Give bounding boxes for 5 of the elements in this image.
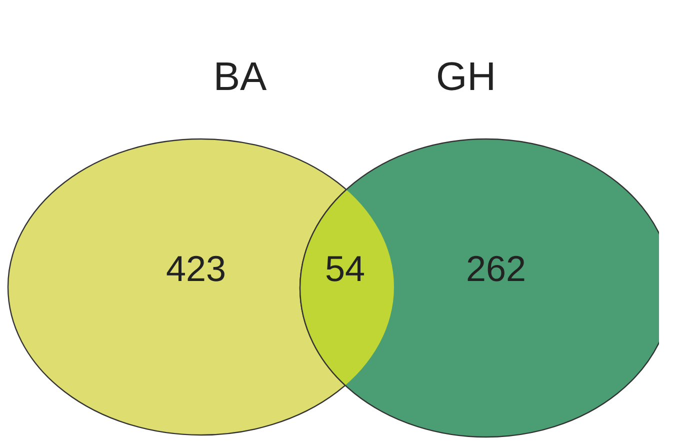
category-label: BA	[213, 55, 267, 99]
data-label: 54	[324, 248, 366, 289]
data-label: 423	[166, 248, 226, 289]
data-label: 262	[466, 248, 526, 289]
category-label: GH	[436, 55, 496, 99]
